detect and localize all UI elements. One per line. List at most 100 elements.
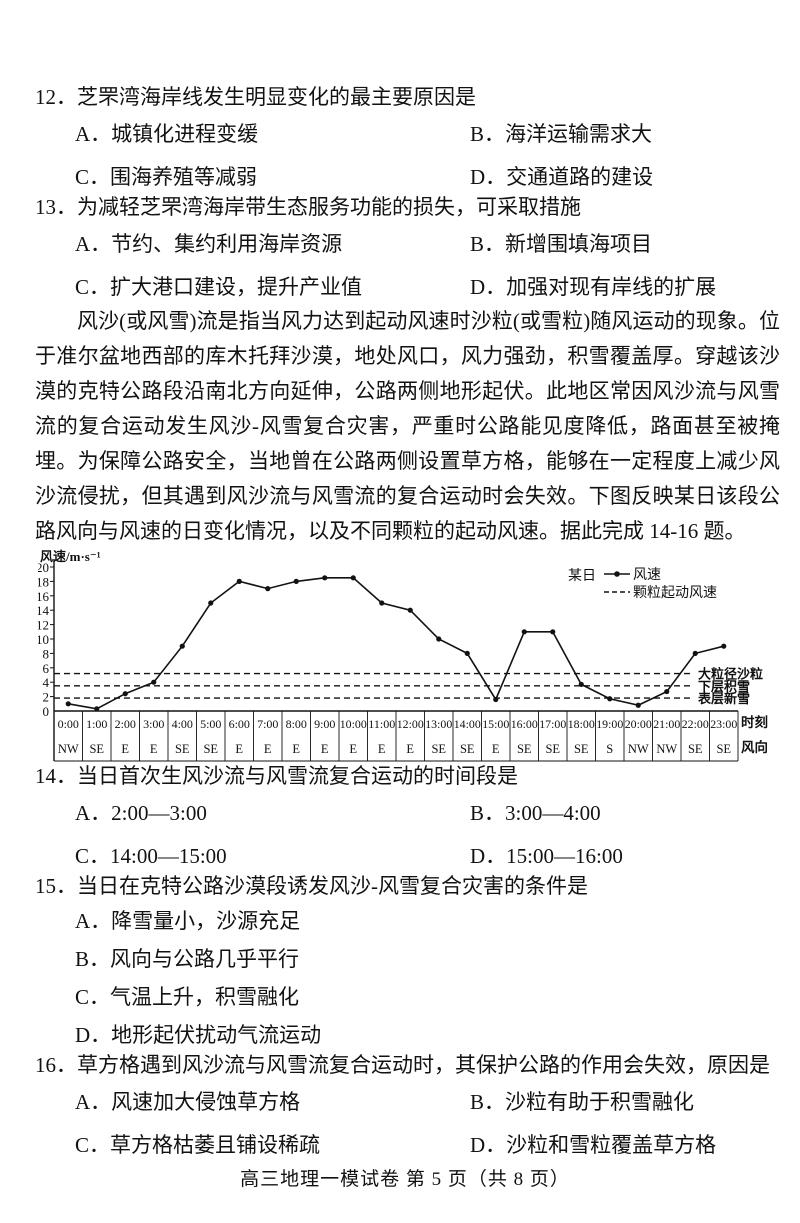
time-label: 0:00: [58, 717, 79, 731]
question-stem: 14．当日首次生风沙流与风雪流复合运动的时间段是: [35, 763, 775, 789]
time-label: 11:00: [368, 717, 395, 731]
time-label: 6:00: [229, 717, 250, 731]
threshold-label: 大粒径沙粒: [698, 667, 763, 682]
direction-label: SE: [517, 742, 532, 756]
y-tick-label: 6: [43, 661, 50, 676]
wind-speed-line: [68, 576, 724, 710]
question-15: 15．当日在克特公路沙漠段诱发风沙-风雪复合灾害的条件是 A．降雪量小，沙源充足…: [35, 873, 775, 1048]
time-label: 16:00: [511, 717, 538, 731]
data-point: [322, 575, 328, 581]
time-row-header: 时刻: [741, 714, 768, 730]
data-point: [550, 629, 556, 635]
legend-group-label: 某日: [568, 568, 596, 584]
answer-option: A．风速加大侵蚀草方格: [75, 1090, 301, 1114]
data-point: [265, 586, 271, 592]
time-label: 10:00: [340, 717, 367, 731]
answer-option: B．新增围填海项目: [470, 232, 653, 256]
time-label: 9:00: [314, 717, 335, 731]
data-point: [94, 706, 100, 712]
question-stem-text: 当日在克特公路沙漠段诱发风沙-风雪复合灾害的条件是: [77, 874, 588, 898]
question-stem-text: 为减轻芝罘湾海岸带生态服务功能的损失，可采取措施: [77, 195, 581, 219]
y-tick-label: 10: [38, 632, 49, 647]
direction-label: SE: [545, 742, 560, 756]
y-tick-label: 16: [38, 589, 50, 604]
time-label: 13:00: [425, 717, 452, 731]
data-point: [350, 575, 356, 581]
answer-option: A．降雪量小，沙源充足: [75, 909, 301, 933]
question-stem: 16．草方格遇到风沙流与风雪流复合运动时，其保护公路的作用会失效，原因是: [35, 1052, 775, 1078]
data-point: [179, 643, 185, 649]
direction-label: SE: [716, 742, 731, 756]
y-tick-label: 18: [38, 574, 49, 589]
answer-option: D．地形起伏扰动气流运动: [75, 1023, 322, 1047]
answer-option: B．沙粒有助于积雪融化: [470, 1090, 695, 1114]
answer-option: D．加强对现有岸线的扩展: [470, 275, 717, 299]
answer-option: C．草方格枯萎且铺设稀疏: [75, 1133, 321, 1157]
y-tick-label: 20: [38, 560, 49, 575]
time-label: 4:00: [172, 717, 193, 731]
direction-label: E: [349, 742, 357, 756]
threshold-label: 下层积雪: [698, 679, 750, 694]
legend-dashed-label: 颗粒起动风速: [633, 585, 717, 601]
direction-label: NW: [656, 742, 677, 756]
direction-label: SE: [460, 742, 475, 756]
time-label: 22:00: [682, 717, 709, 731]
answer-option: B．风向与公路几乎平行: [75, 947, 300, 971]
threshold-label: 表层新雪: [697, 691, 750, 706]
time-label: 17:00: [539, 717, 566, 731]
data-point: [635, 702, 641, 708]
question-number: 12．: [35, 85, 77, 109]
data-point: [208, 600, 214, 606]
question-number: 15．: [35, 874, 77, 898]
data-point: [578, 681, 584, 687]
data-point: [407, 607, 413, 613]
answer-option: A．2:00—3:00: [75, 801, 207, 825]
page-footer: 高三地理一模试卷 第 5 页（共 8 页）: [240, 1169, 570, 1190]
time-label: 19:00: [596, 717, 623, 731]
data-point: [122, 691, 128, 697]
options-grid: A．2:00—3:00 B．3:00—4:00 C．14:00—15:00 D．…: [75, 800, 775, 869]
time-label: 14:00: [454, 717, 481, 731]
question-number: 16．: [35, 1053, 77, 1077]
answer-option: D．15:00—16:00: [470, 844, 623, 868]
time-label: 18:00: [568, 717, 595, 731]
question-stem: 13．为减轻芝罘湾海岸带生态服务功能的损失，可采取措施: [35, 194, 775, 220]
y-tick-label: 14: [38, 603, 50, 618]
question-stem: 12．芝罘湾海岸线发生明显变化的最主要原因是: [35, 84, 775, 110]
y-tick-label: 2: [43, 690, 50, 705]
direction-label: E: [121, 742, 129, 756]
time-label: 21:00: [653, 717, 680, 731]
answer-option: C．扩大港口建设，提升产业值: [75, 275, 363, 299]
data-point: [236, 578, 242, 584]
wind-speed-chart: 风速/m·s⁻¹ 0 2 4 6 8 10 12 14 16 18 20 大粒径沙粒 下层积雪 表层新雪 0:…: [36, 549, 800, 763]
answer-option: C．14:00—15:00: [75, 844, 227, 868]
direction-label: SE: [175, 742, 190, 756]
direction-label: E: [264, 742, 272, 756]
data-point: [493, 696, 499, 703]
time-label: 2:00: [115, 717, 136, 731]
time-label: 7:00: [257, 717, 278, 731]
direction-label: E: [321, 742, 329, 756]
direction-row-header: 风向: [741, 739, 768, 755]
question-12: 12．芝罘湾海岸线发生明显变化的最主要原因是 A．城镇化进程变缓 B．海洋运输需…: [35, 84, 775, 190]
direction-label: SE: [89, 742, 104, 756]
direction-label: NW: [58, 742, 79, 756]
time-label: 8:00: [286, 717, 307, 731]
legend-solid-label: 风速: [633, 567, 661, 583]
y-tick-label: 12: [38, 618, 49, 633]
answer-option: C．气温上升，积雪融化: [75, 985, 300, 1009]
answer-option: B．海洋运输需求大: [470, 122, 653, 146]
y-tick-label: 0: [43, 704, 50, 719]
options-grid: A．风速加大侵蚀草方格 B．沙粒有助于积雪融化 C．草方格枯萎且铺设稀疏 D．沙…: [75, 1089, 775, 1158]
answer-option: A．城镇化进程变缓: [75, 122, 259, 146]
time-label: 15:00: [482, 717, 509, 731]
question-13: 13．为减轻芝罘湾海岸带生态服务功能的损失，可采取措施 A．节约、集约利用海岸资…: [35, 194, 775, 300]
direction-label: E: [292, 742, 300, 756]
direction-label: E: [492, 742, 500, 756]
direction-label: E: [235, 742, 243, 756]
time-label: 3:00: [143, 717, 164, 731]
y-axis-label: 风速/m·s⁻¹: [40, 549, 101, 564]
direction-label: E: [378, 742, 386, 756]
time-label: 23:00: [710, 717, 737, 731]
